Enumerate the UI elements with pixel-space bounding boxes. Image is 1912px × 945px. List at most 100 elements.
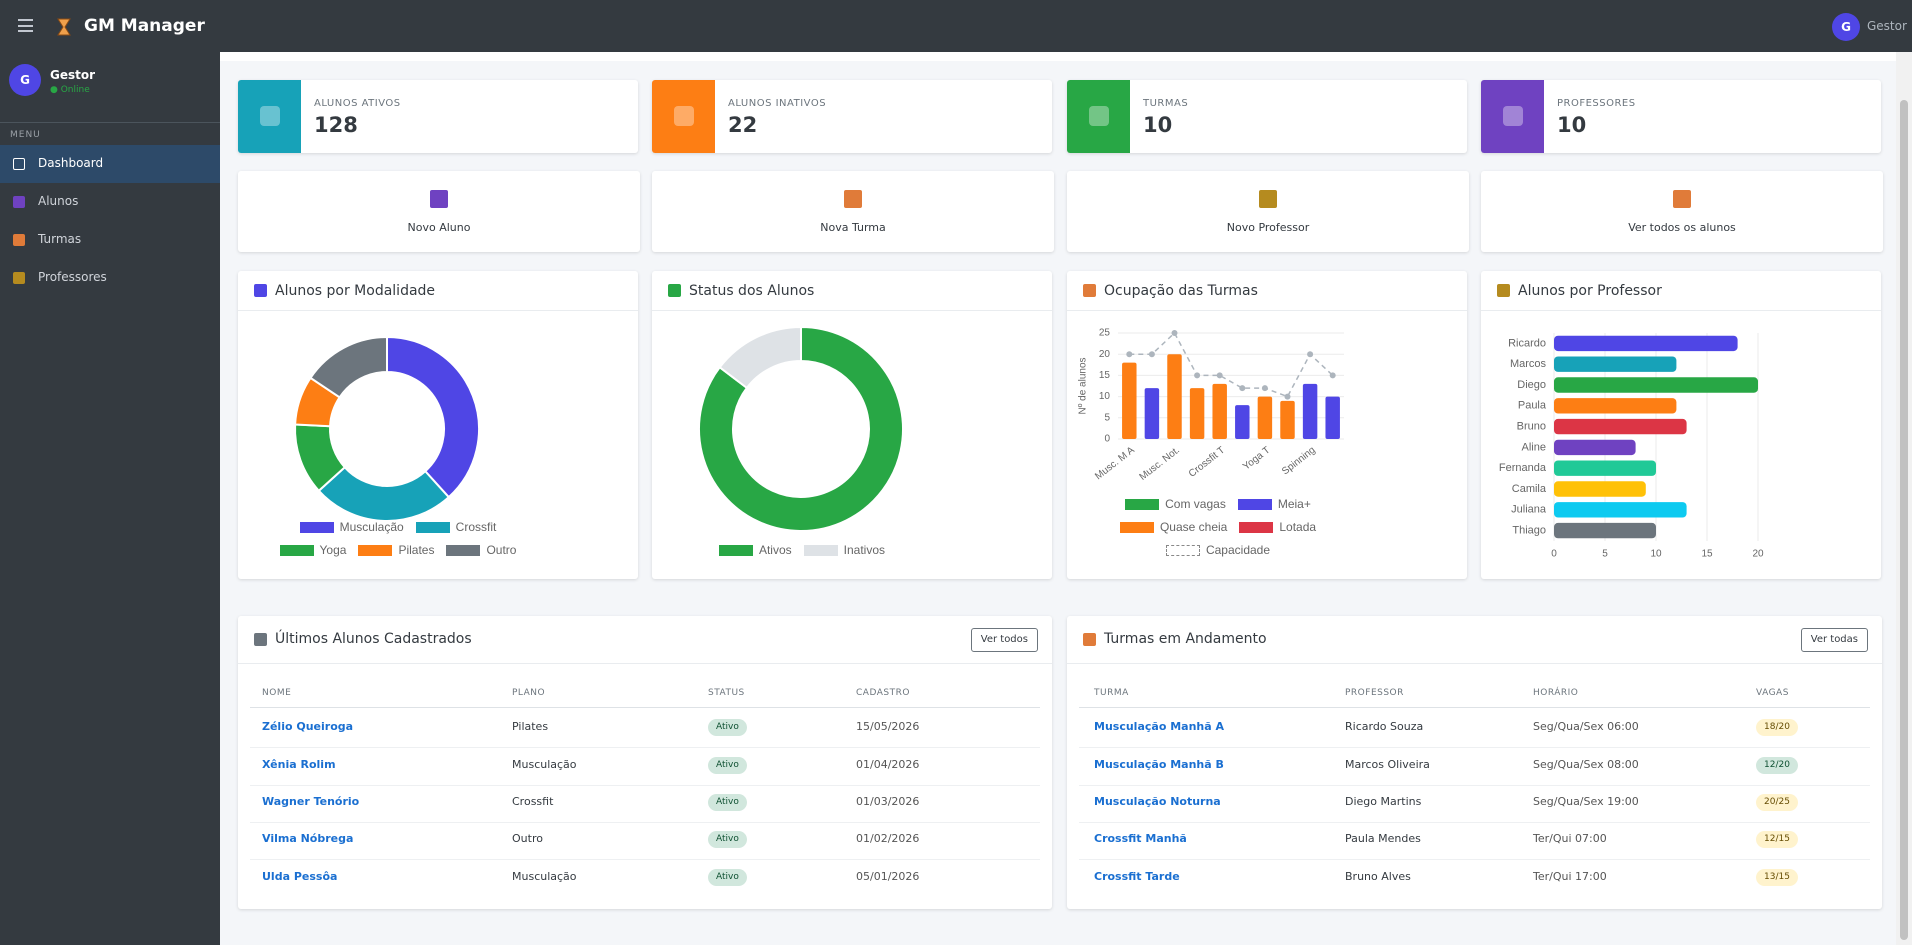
- user-name[interactable]: Gestor: [1867, 19, 1907, 33]
- scrollbar-thumb[interactable]: [1900, 100, 1908, 940]
- stat-icon-box: [1067, 80, 1130, 153]
- legend-item[interactable]: Crossfit: [415, 516, 496, 539]
- stat-card: TURMAS 10: [1067, 80, 1467, 153]
- bar: [1554, 377, 1758, 393]
- legend-item[interactable]: Outro: [446, 539, 516, 562]
- cell: 15/05/2026: [856, 720, 920, 733]
- legend-item[interactable]: Inativos: [803, 539, 885, 562]
- legend-label: Outro: [486, 543, 517, 557]
- legend-item[interactable]: Capacidade: [1165, 539, 1270, 562]
- menu-item[interactable]: Turmas: [0, 221, 220, 259]
- row-link[interactable]: Wagner Tenório: [262, 795, 360, 808]
- badge: 18/20: [1756, 719, 1798, 736]
- legend-item[interactable]: Meia+: [1237, 493, 1311, 516]
- cell: Ter/Qui 07:00: [1533, 832, 1607, 845]
- column-header: TURMA: [1094, 688, 1129, 698]
- badge: 12/15: [1756, 831, 1798, 848]
- action-label: Novo Aluno: [407, 221, 471, 234]
- row-link[interactable]: Xênia Rolim: [262, 758, 336, 771]
- chart-body: 0 5 10 15 20 25 Nº de alunos Musc. M A Musc. Not…: [1067, 311, 1467, 579]
- logo-icon: [57, 18, 71, 36]
- legend-item[interactable]: Com vagas: [1125, 493, 1226, 516]
- cell: 01/02/2026: [856, 832, 920, 845]
- cell: Bruno Alves: [1345, 870, 1411, 883]
- menu-toggle[interactable]: [18, 19, 33, 32]
- menu-item[interactable]: Professores: [0, 259, 220, 297]
- legend-item[interactable]: Quase cheia: [1119, 516, 1228, 539]
- x-tick-label: 10: [1650, 549, 1662, 560]
- legend-label: Quase cheia: [1159, 520, 1228, 534]
- action-card[interactable]: Novo Aluno: [238, 171, 640, 252]
- action-label: Novo Professor: [1226, 221, 1310, 234]
- bar: [1280, 400, 1295, 439]
- row-border: [250, 747, 1040, 748]
- legend-swatch: [279, 545, 314, 556]
- legend-item[interactable]: Musculação: [299, 516, 404, 539]
- doughnut-segment: [718, 325, 802, 390]
- menu-toggle-bar: [18, 24, 33, 27]
- y-tick-label: Diego: [1517, 379, 1546, 391]
- top-bar: GM Manager G Gestor: [0, 0, 1912, 53]
- row-link[interactable]: Crossfit Tarde: [1094, 870, 1180, 883]
- y-tick-label: Paula: [1518, 400, 1547, 412]
- menu-label: Alunos: [38, 194, 79, 208]
- bar: [1235, 405, 1250, 439]
- bar: [1554, 439, 1636, 456]
- row-link[interactable]: Musculação Manhã B: [1094, 758, 1224, 771]
- x-tick-label: Crossfit T: [1187, 445, 1227, 480]
- bar: [1554, 398, 1677, 414]
- y-tick-label: Camila: [1512, 483, 1547, 495]
- legend-label: Meia+: [1277, 497, 1311, 511]
- menu-item[interactable]: Dashboard: [0, 145, 220, 183]
- action-card[interactable]: Nova Turma: [652, 171, 1054, 252]
- action-card[interactable]: Ver todos os alunos: [1481, 171, 1883, 252]
- menu-icon: [13, 272, 25, 284]
- user-avatar[interactable]: G: [1832, 13, 1860, 41]
- card-header-border: [238, 663, 1052, 664]
- legend-swatch: [299, 522, 334, 533]
- legend-item[interactable]: Pilates: [358, 539, 434, 562]
- row-link[interactable]: Musculação Manhã A: [1094, 720, 1224, 733]
- legend-item[interactable]: Lotada: [1239, 516, 1316, 539]
- x-tick-label: Musc. Not.: [1138, 445, 1182, 483]
- table-title: Turmas em Andamento: [1104, 631, 1267, 647]
- y-tick-label: Juliana: [1511, 504, 1547, 516]
- table-button[interactable]: Ver todos: [970, 628, 1038, 652]
- capacity-point: [1194, 372, 1201, 379]
- stat-label: ALUNOS INATIVOS: [728, 98, 827, 109]
- legend: Ativos Inativos: [667, 539, 937, 562]
- bar: [1212, 383, 1227, 439]
- row-link[interactable]: Musculação Noturna: [1094, 795, 1221, 808]
- legend-label: Musculação: [339, 520, 404, 534]
- row-link[interactable]: Zélio Queiroga: [262, 720, 354, 733]
- sidebar-user-name: Gestor: [50, 68, 96, 82]
- bar: [1144, 388, 1160, 439]
- header-border: [1079, 707, 1870, 708]
- table-button[interactable]: Ver todas: [1800, 628, 1868, 652]
- x-tick-label: Musc. M A: [1093, 445, 1137, 483]
- capacity-point: [1126, 351, 1133, 358]
- column-header: PROFESSOR: [1345, 688, 1404, 698]
- stat-icon: [674, 106, 694, 126]
- legend-label: Yoga: [319, 543, 347, 557]
- cell: Ter/Qui 17:00: [1533, 870, 1607, 883]
- menu-item[interactable]: Alunos: [0, 183, 220, 221]
- app-title[interactable]: GM Manager: [84, 16, 205, 36]
- row-link[interactable]: Crossfit Manhã: [1094, 832, 1187, 845]
- doughnut-segment: [309, 335, 388, 399]
- action-card[interactable]: Novo Professor: [1067, 171, 1469, 252]
- row-link[interactable]: Vilma Nóbrega: [262, 832, 354, 845]
- y-tick-label: 25: [1099, 328, 1111, 339]
- card-header-border: [238, 310, 638, 311]
- row-border: [1079, 747, 1870, 748]
- capacity-point: [1216, 372, 1223, 379]
- cell: Seg/Qua/Sex 08:00: [1533, 758, 1639, 771]
- legend-item[interactable]: Ativos: [718, 539, 792, 562]
- row-link[interactable]: Ulda Pessôa: [262, 870, 338, 883]
- chart-body: 0 5 10 15 20 Ricardo Marcos Diego Paula Bruno Alin…: [1481, 311, 1881, 579]
- stat-value: 128: [314, 113, 358, 137]
- row-border: [1079, 859, 1870, 860]
- badge: Ativo: [708, 831, 747, 848]
- legend-item[interactable]: Yoga: [279, 539, 347, 562]
- stat-icon-box: [238, 80, 301, 153]
